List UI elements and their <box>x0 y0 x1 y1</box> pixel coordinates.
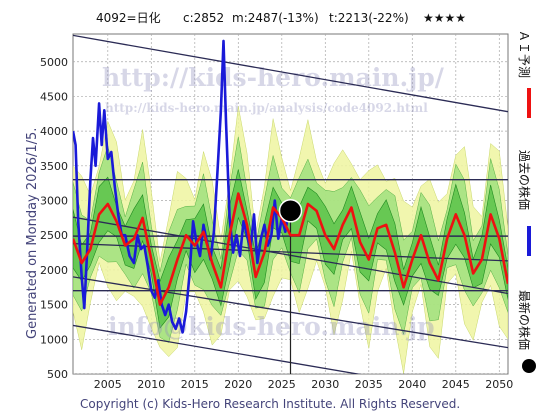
legend-past-label: 過去の株価 <box>517 150 532 210</box>
axes: 500 1000 1500 2000 2500 3000 3500 4000 4500 5000 2… <box>40 56 513 391</box>
y-tick-label: 1000 <box>40 333 68 346</box>
current-price: c:2852 <box>183 11 224 25</box>
y-tick-label: 5000 <box>40 56 68 69</box>
legend-ai-label: ＡＩ予測 <box>517 30 531 78</box>
ticker-label: 4092=日化 <box>96 11 161 25</box>
generated-date: Generated on Monday 2026/1/5. <box>25 128 40 339</box>
legend: ＡＩ予測 過去の株価 最新の株価 <box>517 30 536 373</box>
x-tick-label: 2040 <box>398 378 426 391</box>
legend-latest-marker <box>522 359 536 373</box>
y-tick-label: 1500 <box>40 299 68 312</box>
rating-stars: ★★★★ <box>423 11 466 25</box>
ai-forecast-line <box>73 192 508 306</box>
x-tick-label: 2035 <box>355 378 383 391</box>
x-tick-label: 2005 <box>94 378 122 391</box>
watermark-url: http://kids-hero.main.jp/ <box>102 63 445 92</box>
price-series <box>73 39 508 334</box>
y-tick-label: 2000 <box>40 264 68 277</box>
latest-price-marker <box>278 199 303 223</box>
legend-latest-label: 最新の株価 <box>517 290 532 350</box>
y-tick-label: 4000 <box>40 125 68 138</box>
x-tick-label: 2025 <box>268 378 296 391</box>
past-price-line <box>73 39 291 334</box>
x-tick-label: 2050 <box>485 378 513 391</box>
watermark-email: info@kids-hero.main.jp <box>108 312 435 341</box>
header: 4092=日化 c:2852 m:2487(-13%) t:2213(-22%)… <box>96 11 466 25</box>
trend-line <box>73 34 508 113</box>
target-price: t:2213(-22%) <box>329 11 409 25</box>
watermark-url-sub: http://kids-hero.main.jp/analysis/code40… <box>105 101 428 115</box>
y-tick-label: 3000 <box>40 195 68 208</box>
median-price: m:2487(-13%) <box>232 11 319 25</box>
x-tick-label: 2030 <box>311 378 339 391</box>
y-tick-label: 3500 <box>40 160 68 173</box>
x-tick-label: 2020 <box>224 378 252 391</box>
x-tick-label: 2010 <box>137 378 165 391</box>
copyright: Copyright (c) Kids-Hero Research Institu… <box>80 397 460 411</box>
x-tick-label: 2015 <box>181 378 209 391</box>
x-tick-label: 2045 <box>442 378 470 391</box>
y-tick-label: 4500 <box>40 90 68 103</box>
y-tick-label: 500 <box>47 368 68 381</box>
y-tick-label: 2500 <box>40 229 68 242</box>
watermarks: http://kids-hero.main.jp/ http://kids-he… <box>102 63 445 341</box>
